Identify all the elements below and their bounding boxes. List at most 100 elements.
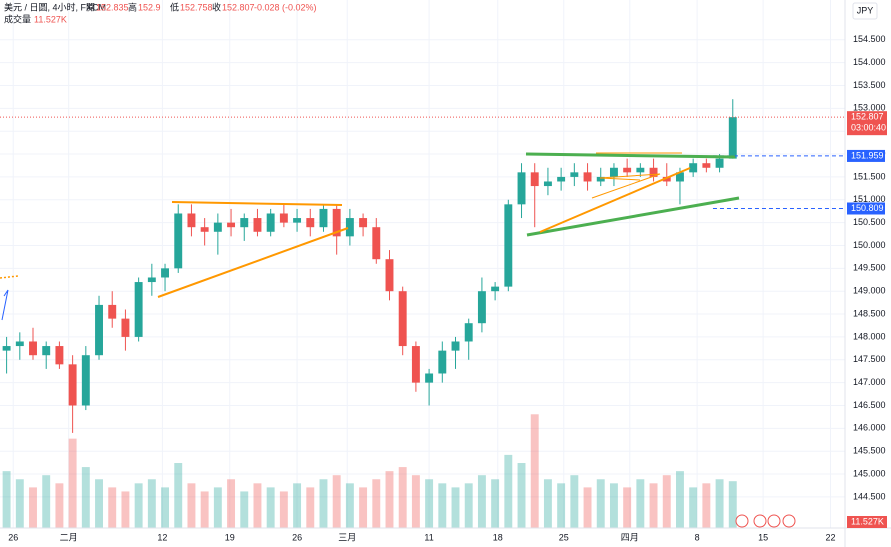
volume-bar bbox=[200, 491, 209, 528]
candle-body bbox=[596, 176, 605, 182]
candle-body bbox=[728, 117, 737, 159]
x-tick-label: 19 bbox=[225, 532, 235, 542]
volume-bar bbox=[557, 483, 566, 528]
volume-bar bbox=[530, 414, 539, 528]
volume-bar bbox=[425, 479, 434, 528]
volume-bar bbox=[636, 479, 645, 528]
volume-bar bbox=[29, 487, 37, 528]
event-icons bbox=[735, 514, 796, 528]
volume-bar bbox=[95, 479, 103, 528]
candle-body bbox=[676, 172, 684, 182]
candle-body bbox=[121, 318, 130, 337]
volume-tag bbox=[847, 516, 887, 528]
candle-body bbox=[517, 172, 526, 205]
volume-bar bbox=[438, 483, 447, 528]
y-tick-label: 154.000 bbox=[853, 57, 886, 67]
volume-bar bbox=[332, 475, 341, 528]
candle-body bbox=[636, 167, 645, 173]
candle-body bbox=[491, 286, 500, 292]
candle-body bbox=[345, 218, 354, 237]
volume-bar bbox=[319, 479, 328, 528]
volume-bar bbox=[174, 463, 183, 528]
y-tick-label: 145.000 bbox=[853, 468, 886, 478]
candle-body bbox=[530, 172, 539, 187]
x-tick-label: 15 bbox=[758, 532, 768, 542]
legend-value: 152.835 bbox=[96, 2, 129, 12]
candle-body bbox=[451, 341, 460, 351]
volume-bar bbox=[55, 483, 64, 528]
y-tick-label: 144.500 bbox=[853, 491, 886, 501]
legend-label: 高 bbox=[128, 1, 137, 12]
volume-bar bbox=[728, 481, 737, 528]
candle-body bbox=[438, 350, 447, 374]
candle-body bbox=[477, 291, 486, 324]
candle-body bbox=[134, 282, 143, 337]
candle-body bbox=[372, 227, 381, 260]
candle-body bbox=[689, 163, 698, 173]
volume-bar bbox=[240, 491, 249, 528]
candle-body bbox=[306, 218, 315, 228]
candle-body bbox=[174, 213, 183, 269]
arrow bbox=[1, 289, 9, 321]
volume-bar bbox=[187, 483, 196, 528]
x-tick-label: 8 bbox=[695, 532, 700, 542]
volume-bar bbox=[42, 475, 51, 528]
candle-body bbox=[411, 346, 420, 383]
price-tag-label: 150.809 bbox=[851, 203, 884, 213]
volume-bar bbox=[68, 438, 77, 528]
volume-bar bbox=[345, 483, 354, 528]
event-icon bbox=[782, 514, 796, 528]
price-tag-label: 152.807 bbox=[851, 112, 884, 122]
candle-body bbox=[240, 218, 249, 228]
legend-label: 收 bbox=[212, 1, 221, 12]
volume-bar bbox=[385, 471, 394, 528]
volume-bar bbox=[306, 487, 315, 528]
x-tick-label: 二月 bbox=[60, 532, 78, 542]
y-tick-label: 148.000 bbox=[853, 331, 886, 341]
volume-value: 11.527K bbox=[34, 14, 67, 24]
header: 美元 / 日圆, 4小时, FXCM 成交量 11.527K 開 152.835 高… bbox=[4, 1, 317, 24]
volume-bar bbox=[491, 479, 500, 528]
candle-body bbox=[332, 208, 341, 237]
trend-line bbox=[526, 196, 740, 237]
drawings bbox=[0, 152, 740, 321]
candle-body bbox=[702, 163, 711, 168]
candle-body bbox=[319, 208, 328, 228]
candle-body bbox=[649, 167, 658, 177]
volume-bar bbox=[702, 483, 711, 528]
candle-body bbox=[55, 346, 64, 365]
volume-bar bbox=[161, 487, 169, 528]
x-tick-label: 22 bbox=[825, 532, 835, 542]
y-tick-label: 153.000 bbox=[853, 103, 886, 113]
candle-body bbox=[385, 259, 394, 292]
volume-bar bbox=[583, 487, 592, 528]
currency: JPY bbox=[857, 5, 874, 15]
volume-bar bbox=[715, 479, 724, 528]
x-tick-label: 18 bbox=[493, 532, 503, 542]
price-tag bbox=[847, 111, 887, 136]
candle-body bbox=[279, 213, 288, 223]
candle-body bbox=[108, 304, 117, 319]
volume-bar bbox=[411, 475, 420, 528]
y-tick-label: 147.500 bbox=[853, 354, 886, 364]
legend-value: 152.758 bbox=[180, 2, 213, 12]
candle-body bbox=[213, 222, 222, 232]
volume-bar bbox=[596, 479, 605, 528]
y-tick-label: 153.500 bbox=[853, 80, 886, 90]
candle-body bbox=[715, 158, 724, 168]
volume-bar bbox=[543, 479, 552, 528]
volume-bar bbox=[398, 467, 407, 528]
trend-line bbox=[539, 167, 691, 233]
y-tick-label: 150.000 bbox=[853, 240, 886, 250]
candle-body bbox=[187, 213, 196, 228]
volume-bar bbox=[570, 475, 579, 528]
y-tick-label: 147.000 bbox=[853, 377, 886, 387]
volume-bar bbox=[279, 491, 288, 528]
x-tick-label: 11 bbox=[424, 532, 433, 542]
x-tick-label: 三月 bbox=[338, 532, 356, 542]
volume-bar bbox=[359, 487, 368, 528]
volume-name: 成交量 bbox=[4, 13, 31, 24]
y-tick-label: 145.500 bbox=[853, 446, 886, 456]
legend-label: 開 bbox=[86, 2, 95, 12]
